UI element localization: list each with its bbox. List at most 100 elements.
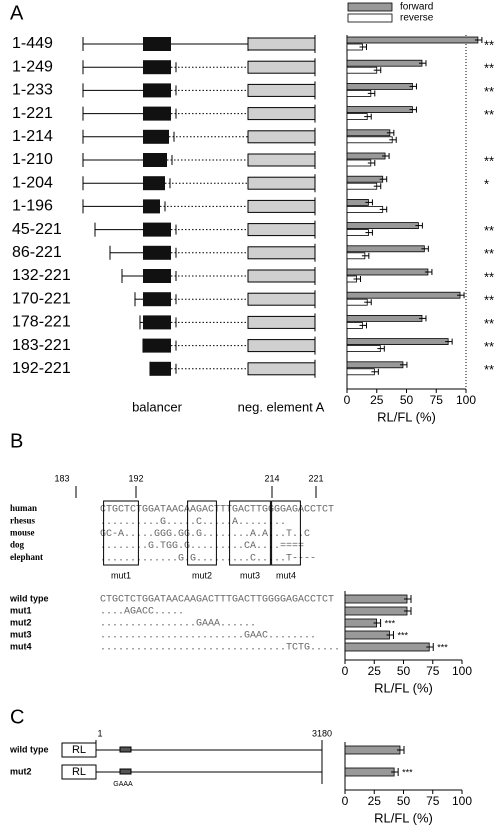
x-tick-label: 0 <box>342 794 349 808</box>
balancer-box <box>143 176 165 191</box>
element-box <box>247 315 316 329</box>
panel-letter: C <box>10 706 24 728</box>
bar <box>346 152 386 160</box>
category-label: 45-221 <box>12 221 62 238</box>
bar <box>346 314 423 322</box>
bar <box>346 291 461 299</box>
significance: ** <box>484 153 494 168</box>
x-axis-label: RL/FL (%) <box>377 409 436 424</box>
position: 214 <box>264 473 279 483</box>
balancer-box <box>143 83 171 98</box>
bar <box>346 345 381 353</box>
balancer-box <box>143 129 169 144</box>
significance: *** <box>402 767 413 777</box>
legend-swatch <box>347 2 393 12</box>
significance: ** <box>484 269 494 284</box>
element-box <box>247 37 316 51</box>
significance: ** <box>484 362 494 377</box>
x-axis-label: RL/FL (%) <box>374 810 433 825</box>
x-tick-label: 50 <box>400 393 414 407</box>
significance: * <box>484 177 489 192</box>
mutation-box <box>187 500 217 566</box>
sequence: ...............................TCTG..... <box>100 643 340 654</box>
sequence: ....AGACC..... <box>100 607 184 618</box>
x-tick-label: 75 <box>430 393 444 407</box>
bar <box>346 205 384 213</box>
position: 3180 <box>312 728 332 738</box>
bar <box>344 642 430 652</box>
element-box <box>247 153 316 167</box>
bar <box>346 368 375 376</box>
bar <box>346 90 372 97</box>
bar <box>346 198 369 206</box>
construct <box>61 740 323 784</box>
significance: *** <box>397 630 408 640</box>
significance: ** <box>484 37 494 52</box>
position: 183 <box>54 473 69 483</box>
category-label: 1-449 <box>12 35 53 52</box>
balancer-box <box>143 199 160 214</box>
bar <box>344 618 377 628</box>
x-tick-label: 75 <box>426 664 440 678</box>
bar <box>346 298 368 306</box>
box-label: mut1 <box>111 570 131 580</box>
sequence: CTGCTCTGGATAACAAGACTTTGACTTGGGGAGACCTCT <box>100 595 334 606</box>
bar <box>346 106 413 113</box>
bar <box>346 338 449 346</box>
sequence: .............G.G.........C.....T---- <box>100 553 316 564</box>
balancer-box <box>143 106 171 121</box>
bar <box>344 745 401 755</box>
box-label: mut2 <box>192 570 212 580</box>
x-tick-label: 50 <box>397 664 411 678</box>
mutation-label: GAAA <box>113 781 133 788</box>
element-box <box>247 269 316 283</box>
bar <box>346 222 419 230</box>
box-label: mut3 <box>240 570 260 580</box>
legend-label: forward <box>400 2 433 13</box>
element-box <box>247 60 316 74</box>
x-tick-label: 0 <box>342 664 349 678</box>
rl-label: RL <box>72 744 86 756</box>
panel-letter: B <box>10 430 23 452</box>
bar <box>346 229 369 237</box>
significance: ** <box>484 293 494 308</box>
legend-swatch <box>347 13 393 23</box>
x-tick-label: 100 <box>456 393 476 407</box>
mutation-box <box>229 500 271 566</box>
element-label: neg. element A <box>238 399 325 414</box>
element-box <box>119 746 132 753</box>
category-label: 1-233 <box>12 82 53 99</box>
category-label: 132-221 <box>12 267 71 284</box>
mutant-name: mut4 <box>10 641 32 651</box>
significance: ** <box>484 107 494 122</box>
legend-label: reverse <box>400 13 434 24</box>
bar <box>346 136 393 144</box>
balancer-box <box>143 222 171 237</box>
element-box <box>247 83 316 97</box>
category-label: 178-221 <box>12 314 71 331</box>
sequence: ........................GAAC........ <box>100 631 316 642</box>
element-box <box>247 199 316 213</box>
x-tick-label: 75 <box>426 794 440 808</box>
bar <box>346 59 423 67</box>
category-label: 192-221 <box>12 360 71 377</box>
category-label: 86-221 <box>12 244 62 261</box>
balancer-box <box>143 37 171 51</box>
sequence: CTGCTCTGGATAACAAGACTTTGACTTGGGGAGACCTCT <box>100 505 334 516</box>
balancer-box <box>143 269 171 283</box>
element-box <box>247 176 316 190</box>
element-box <box>119 768 132 775</box>
element-box <box>247 107 316 121</box>
x-tick-label: 100 <box>452 794 472 808</box>
balancer-box <box>143 315 171 330</box>
significance: ** <box>484 61 494 76</box>
balancer-box <box>143 338 171 353</box>
bar <box>344 767 395 777</box>
significance: ** <box>484 223 494 238</box>
category-label: 170-221 <box>12 290 71 307</box>
mutant-name: mut2 <box>10 617 32 627</box>
element-box <box>247 362 316 376</box>
bar <box>344 630 390 640</box>
x-tick-label: 100 <box>452 664 472 678</box>
